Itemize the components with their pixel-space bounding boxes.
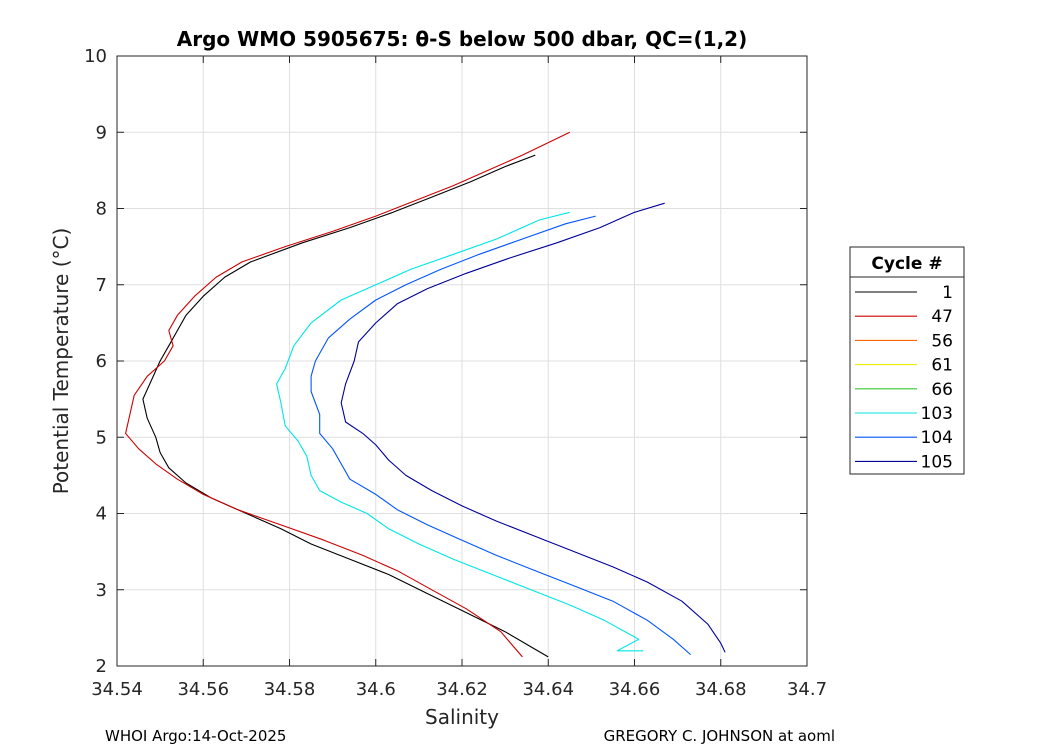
legend-label-1: 1	[942, 283, 953, 303]
legend-box	[849, 246, 965, 475]
x-tick-label: 34.66	[609, 679, 661, 700]
y-tick-label: 7	[96, 275, 107, 296]
x-tick-label: 34.6	[356, 679, 396, 700]
x-tick-label: 34.64	[522, 679, 574, 700]
footer-right: GREGORY C. JOHNSON at aoml	[604, 727, 835, 745]
legend-entries: 1 47 56 61 66 103 104 105	[855, 283, 953, 472]
series-line-104	[310, 215, 691, 656]
y-tick-label: 8	[96, 199, 107, 220]
series-line-47	[125, 131, 571, 658]
series-lines	[125, 131, 726, 658]
chart-title: Argo WMO 5905675: θ-S below 500 dbar, QC…	[177, 27, 747, 51]
y-tick-label: 5	[96, 427, 107, 448]
legend-label-47: 47	[931, 307, 953, 327]
series-line-105	[340, 202, 726, 653]
y-tick-label: 9	[96, 122, 107, 143]
x-tick-label: 34.68	[695, 679, 747, 700]
legend-label-61: 61	[931, 356, 953, 376]
x-tick-label: 34.54	[91, 679, 143, 700]
legend-label-56: 56	[931, 331, 953, 351]
legend: Cycle # 1 47 56 61 66 103 104 105	[849, 246, 965, 475]
series-line-103	[276, 211, 644, 652]
y-tick-label: 3	[96, 580, 107, 601]
y-tick-label: 6	[96, 351, 107, 372]
series-line-1	[142, 154, 549, 658]
y-tick-label: 4	[96, 504, 107, 525]
y-tick-label: 10	[84, 46, 107, 67]
legend-label-105: 105	[921, 452, 953, 472]
legend-label-66: 66	[931, 380, 953, 400]
x-tick-label: 34.56	[177, 679, 229, 700]
x-axis-ticks: 34.54 34.56 34.58 34.6 34.62 34.64 34.66 34.68 3…	[91, 56, 827, 700]
y-axis-ticks: 2 3 4 5 6 7 8 9 10	[84, 46, 807, 677]
footer-left: WHOI Argo:14-Oct-2025	[105, 727, 286, 745]
legend-label-103: 103	[921, 404, 953, 424]
legend-title: Cycle #	[871, 254, 942, 274]
x-axis-title: Salinity	[425, 705, 499, 729]
x-tick-label: 34.62	[436, 679, 488, 700]
legend-label-104: 104	[921, 428, 953, 448]
y-tick-label: 2	[96, 656, 107, 677]
y-axis-title: Potential Temperature (°C)	[49, 228, 73, 495]
x-tick-label: 34.7	[787, 679, 827, 700]
grid	[117, 56, 807, 666]
x-tick-label: 34.58	[264, 679, 316, 700]
